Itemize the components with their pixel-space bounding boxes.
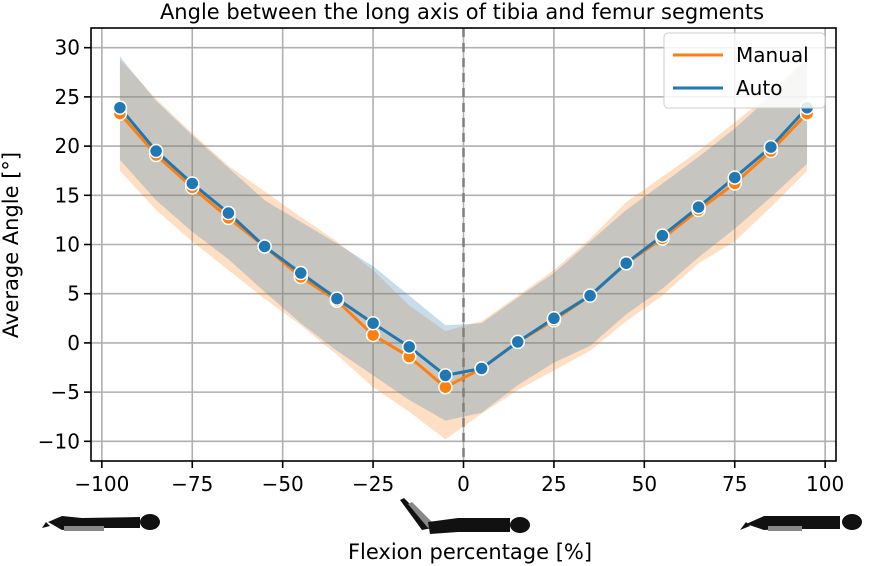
legend-label-auto: Auto — [736, 76, 782, 100]
point-auto — [582, 288, 598, 303]
x-tick-label: 75 — [722, 472, 747, 496]
point-auto — [185, 176, 200, 191]
point-auto — [293, 265, 309, 281]
point-auto — [763, 139, 779, 155]
point-auto — [474, 361, 489, 376]
point-auto — [727, 170, 742, 185]
y-axis-label: Average Angle [°] — [0, 152, 23, 338]
point-manual — [365, 327, 381, 343]
y-tick-label: 5 — [67, 282, 80, 306]
y-tick-label: 25 — [55, 85, 80, 109]
y-tick-label: 20 — [55, 134, 80, 158]
point-auto — [365, 315, 381, 331]
lying-figure-flat-icon — [740, 514, 862, 531]
x-tick-label: −75 — [171, 472, 213, 496]
point-auto — [257, 239, 272, 254]
chart-title: Angle between the long axis of tibia and… — [160, 0, 764, 24]
x-tick-label: −100 — [74, 472, 129, 496]
point-auto — [148, 143, 164, 159]
x-tick-label: −50 — [262, 472, 304, 496]
line-manual — [118, 112, 809, 389]
x-tick-label: 100 — [806, 472, 844, 496]
x-tick-label: −25 — [352, 472, 394, 496]
point-auto — [655, 228, 670, 243]
series-points — [112, 100, 815, 395]
point-auto — [691, 199, 706, 215]
point-auto — [438, 368, 453, 383]
y-tick-label: 10 — [55, 233, 80, 257]
x-tick-label: 50 — [632, 472, 657, 496]
point-auto — [112, 100, 128, 115]
point-auto — [546, 311, 562, 326]
y-tick-label: −5 — [51, 380, 80, 404]
point-manual — [438, 379, 453, 395]
legend: Manual Auto — [663, 32, 826, 109]
x-tick-label: 25 — [541, 472, 566, 496]
y-tick-label: 30 — [55, 36, 80, 60]
y-tick-label: 15 — [55, 183, 80, 207]
y-tick-label: −10 — [38, 429, 80, 453]
y-tick-label: 0 — [67, 331, 80, 355]
point-auto — [221, 205, 236, 221]
point-auto — [510, 334, 525, 350]
point-auto — [329, 291, 345, 306]
point-auto — [402, 339, 417, 355]
x-axis-label: Flexion percentage [%] — [348, 540, 592, 564]
lying-figure-flat-icon — [42, 514, 160, 531]
lying-figure-legs-raised-icon — [400, 498, 530, 534]
point-auto — [618, 255, 634, 271]
x-tick-label: 0 — [457, 472, 470, 496]
legend-label-manual: Manual — [736, 43, 809, 67]
